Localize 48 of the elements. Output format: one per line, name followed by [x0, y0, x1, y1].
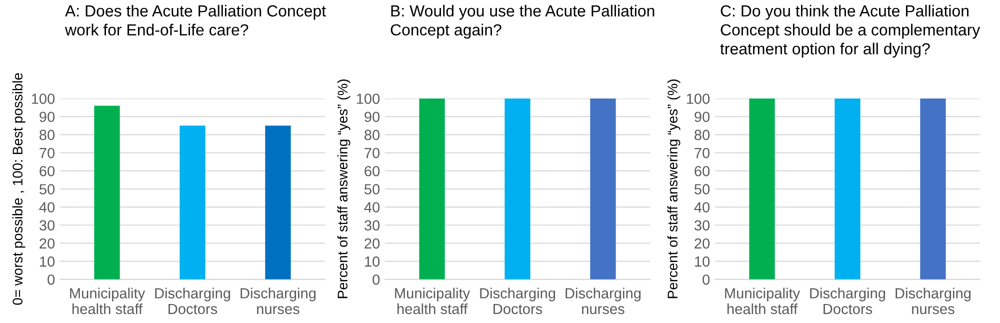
y-tick-label: 10 — [695, 256, 710, 267]
chart-title: A: Does the Acute Palliation Concept work for End-of-Life care? — [64, 4, 326, 36]
x-tick-label: Municipality health staff — [725, 288, 800, 314]
chart-title: C: Do you think the Acute Palliation Concept should be a complementary treatment option for all dying? — [720, 4, 980, 58]
y-tick-label: 50 — [364, 184, 380, 194]
y-tick-label: 50 — [694, 184, 710, 194]
y-axis-title: 0= worst possible , 100: Best possible — [12, 73, 26, 305]
y-tick-label: 30 — [364, 220, 380, 231]
x-tick-label: Municipality health staff — [70, 288, 146, 314]
y-tick-label: 0 — [372, 274, 380, 285]
y-tick-label: 10 — [365, 256, 380, 267]
y-tick-label: 80 — [364, 130, 380, 140]
y-tick-label: 0 — [48, 274, 55, 285]
y-axis-title: Percent of staff answering “yes” (%) — [667, 80, 680, 298]
y-tick-label: 90 — [40, 112, 55, 122]
y-tick-label: 70 — [40, 148, 55, 158]
x-tick-label: Discharging Doctors — [480, 288, 556, 314]
y-tick-label: 70 — [694, 148, 710, 158]
y-tick-label: 10 — [40, 256, 55, 267]
y-tick-label: 100 — [356, 94, 380, 104]
x-tick-label: Discharging Doctors — [810, 288, 886, 314]
y-tick-label: 50 — [40, 184, 55, 194]
y-tick-label: 60 — [694, 166, 710, 176]
y-tick-label: 70 — [364, 148, 380, 158]
y-axis-title: Percent of staff answering “yes” (%) — [337, 80, 350, 298]
y-tick-label: 20 — [40, 238, 55, 249]
x-tick-label: Discharging nurses — [566, 288, 641, 314]
y-tick-label: 20 — [364, 238, 380, 249]
y-tick-label: 40 — [694, 202, 710, 212]
y-tick-label: 30 — [694, 220, 710, 231]
y-tick-label: 100 — [32, 94, 55, 104]
y-tick-label: 0 — [702, 274, 710, 285]
y-tick-label: 80 — [40, 130, 55, 140]
y-tick-label: 90 — [694, 112, 710, 122]
y-tick-label: 30 — [39, 220, 55, 231]
y-tick-label: 90 — [364, 112, 380, 122]
x-tick-label: Discharging nurses — [896, 288, 971, 314]
y-tick-label: 40 — [39, 202, 55, 212]
y-tick-label: 60 — [40, 166, 55, 176]
y-tick-label: 20 — [694, 238, 710, 249]
y-tick-label: 60 — [364, 166, 380, 176]
chart-title: B: Would you use the Acute Palliation Concept again? — [390, 4, 654, 39]
x-tick-label: Discharging Doctors — [155, 288, 230, 314]
x-tick-label: Municipality health staff — [395, 288, 470, 314]
y-tick-label: 80 — [694, 130, 710, 140]
y-tick-label: 40 — [364, 202, 380, 212]
y-tick-label: 100 — [686, 94, 710, 104]
x-tick-label: Discharging nurses — [240, 288, 316, 314]
